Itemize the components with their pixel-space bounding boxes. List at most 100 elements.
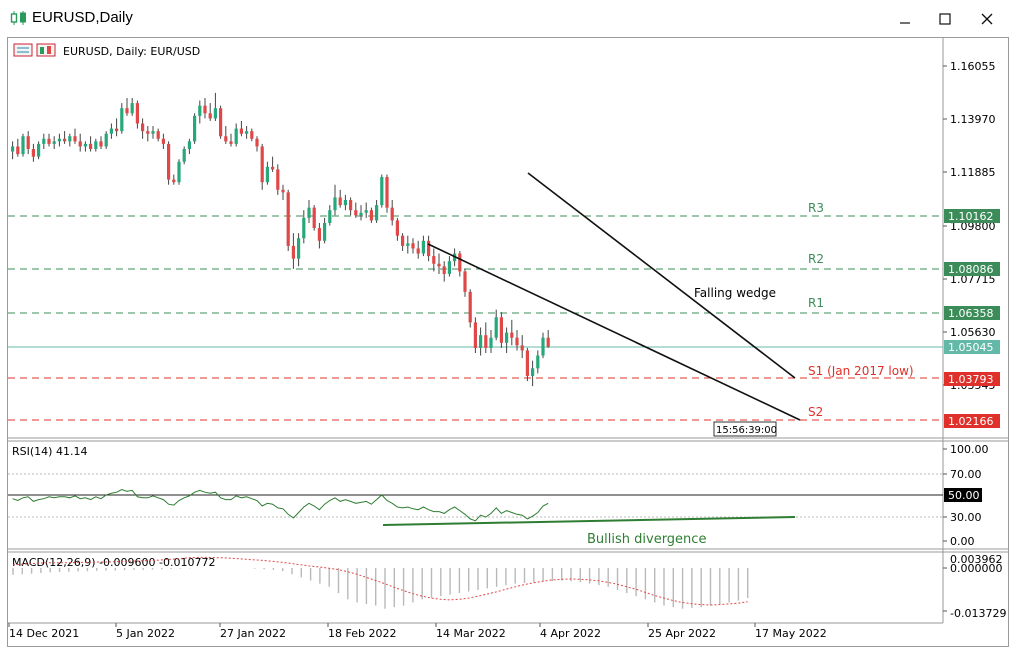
- candle[interactable]: [494, 309, 498, 341]
- candle[interactable]: [437, 253, 441, 274]
- candle[interactable]: [442, 261, 446, 282]
- candle[interactable]: [531, 360, 535, 387]
- candle[interactable]: [468, 289, 472, 328]
- candle[interactable]: [52, 136, 56, 150]
- candle[interactable]: [328, 205, 332, 226]
- level-s2[interactable]: S2 1.02166: [8, 405, 1000, 428]
- chart-header-icons[interactable]: [13, 43, 56, 57]
- candle[interactable]: [369, 207, 373, 223]
- candle[interactable]: [219, 105, 223, 139]
- level-r3[interactable]: R3 1.10162: [8, 201, 1000, 223]
- candle[interactable]: [343, 194, 347, 211]
- candle[interactable]: [78, 133, 82, 152]
- candle[interactable]: [286, 189, 290, 251]
- candle[interactable]: [37, 141, 41, 160]
- candle[interactable]: [271, 156, 275, 172]
- candle[interactable]: [115, 118, 119, 137]
- candle[interactable]: [312, 205, 316, 231]
- candle[interactable]: [297, 233, 301, 267]
- candle[interactable]: [447, 256, 451, 277]
- candle[interactable]: [395, 217, 399, 241]
- candle[interactable]: [432, 248, 436, 272]
- candle[interactable]: [317, 222, 321, 249]
- candle[interactable]: [473, 317, 477, 353]
- candle[interactable]: [281, 184, 285, 201]
- candle[interactable]: [307, 200, 311, 223]
- candle[interactable]: [484, 322, 488, 353]
- candle[interactable]: [390, 200, 394, 226]
- candle[interactable]: [83, 141, 87, 152]
- candles[interactable]: [11, 92, 550, 387]
- candle[interactable]: [354, 202, 358, 218]
- candle[interactable]: [359, 205, 363, 221]
- candle[interactable]: [167, 141, 171, 185]
- candle[interactable]: [255, 136, 259, 152]
- candle[interactable]: [520, 335, 524, 359]
- candle[interactable]: [99, 136, 103, 150]
- rsi-axis[interactable]: 100.00 70.00 30.00 0.00: [943, 443, 989, 548]
- candle[interactable]: [411, 238, 415, 254]
- candle[interactable]: [213, 92, 217, 121]
- candle[interactable]: [11, 141, 15, 160]
- candle[interactable]: [505, 327, 509, 353]
- candle[interactable]: [515, 330, 519, 351]
- candle[interactable]: [161, 133, 165, 150]
- candle[interactable]: [73, 128, 77, 144]
- candle[interactable]: [427, 235, 431, 262]
- candle[interactable]: [16, 138, 20, 157]
- candle[interactable]: [250, 128, 254, 142]
- candle[interactable]: [525, 347, 529, 382]
- level-r1[interactable]: R1 1.06358: [8, 296, 1000, 320]
- candle[interactable]: [151, 126, 155, 139]
- candle[interactable]: [260, 143, 264, 190]
- candle[interactable]: [135, 100, 139, 129]
- candle[interactable]: [172, 174, 176, 185]
- candle[interactable]: [375, 200, 379, 223]
- candle[interactable]: [245, 126, 249, 139]
- candle[interactable]: [198, 100, 202, 124]
- divergence-trendline[interactable]: [382, 516, 796, 526]
- candle[interactable]: [416, 240, 420, 259]
- candle[interactable]: [104, 131, 108, 150]
- candle[interactable]: [94, 138, 98, 152]
- candle[interactable]: [42, 133, 46, 150]
- wedge-upper-trendline[interactable]: [527, 172, 796, 379]
- candle[interactable]: [338, 189, 342, 208]
- candle[interactable]: [47, 133, 51, 147]
- candle[interactable]: [229, 133, 233, 147]
- macd-histogram[interactable]: [12, 568, 749, 609]
- candle[interactable]: [385, 174, 389, 213]
- candle[interactable]: [510, 319, 514, 346]
- candle[interactable]: [203, 98, 207, 119]
- candle[interactable]: [177, 159, 181, 185]
- candle[interactable]: [401, 233, 405, 251]
- candle[interactable]: [380, 174, 384, 208]
- candle[interactable]: [193, 113, 197, 144]
- candle[interactable]: [156, 128, 160, 142]
- candle[interactable]: [333, 184, 337, 216]
- candle[interactable]: [291, 233, 295, 269]
- price-axis[interactable]: 1.16055 1.13970 1.11885 1.09800 1.07715 …: [943, 60, 996, 392]
- candle[interactable]: [89, 136, 93, 152]
- candle[interactable]: [239, 120, 243, 137]
- candle[interactable]: [208, 103, 212, 121]
- candle[interactable]: [141, 118, 145, 139]
- rsi-series-line[interactable]: [12, 488, 549, 522]
- wedge-lower-trendline[interactable]: [427, 243, 801, 421]
- candle[interactable]: [458, 250, 462, 277]
- title-bar[interactable]: EURUSD,Daily: [0, 0, 1016, 36]
- macd-signal-line[interactable]: [12, 556, 748, 606]
- candle[interactable]: [323, 217, 327, 244]
- candle[interactable]: [265, 161, 269, 185]
- level-r2[interactable]: R2 1.08086: [8, 252, 1000, 276]
- candle[interactable]: [421, 235, 425, 257]
- candle[interactable]: [146, 126, 150, 142]
- candle[interactable]: [349, 197, 353, 216]
- candle[interactable]: [463, 268, 467, 297]
- candle[interactable]: [541, 332, 545, 359]
- candle[interactable]: [109, 123, 113, 139]
- candle[interactable]: [224, 126, 228, 144]
- candle[interactable]: [57, 133, 61, 147]
- current-price-line[interactable]: 1.05045: [8, 340, 1000, 354]
